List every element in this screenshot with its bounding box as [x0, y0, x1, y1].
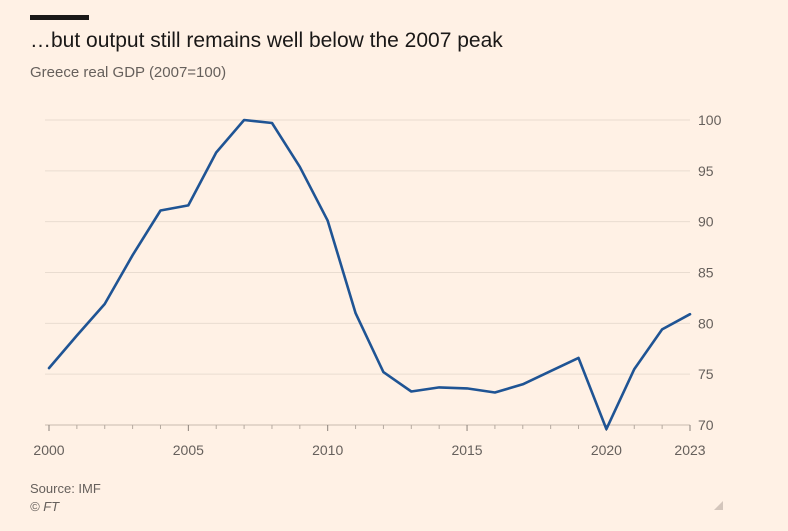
data-point-2000: [48, 367, 51, 370]
x-tick-label-2000: 2000: [33, 442, 64, 458]
data-point-2008: [271, 122, 274, 125]
data-point-2011: [354, 312, 357, 315]
y-axis: 70 75 80 85 90 95 100: [698, 112, 722, 433]
data-point-2018: [549, 370, 552, 373]
data-point-2014: [438, 386, 441, 389]
data-point-2010: [326, 219, 329, 222]
data-point-2001: [76, 334, 79, 337]
data-point-2002: [103, 303, 106, 306]
x-tick-label-2023: 2023: [674, 442, 705, 458]
data-point-2021: [633, 368, 636, 371]
data-point-2019: [577, 357, 580, 360]
source-note: Source: IMF: [30, 481, 101, 496]
data-point-2004: [159, 209, 162, 212]
data-point-2006: [215, 151, 218, 154]
chart-subtitle: Greece real GDP (2007=100): [30, 64, 227, 81]
data-point-2013: [410, 390, 413, 393]
resize-handle-icon: [714, 501, 723, 510]
x-tick-label-2010: 2010: [312, 442, 343, 458]
header-accent-bar: [30, 15, 89, 20]
data-point-2005: [187, 204, 190, 207]
series: [47, 118, 692, 431]
y-tick-label-95: 95: [698, 163, 714, 179]
data-point-2007: [243, 119, 246, 122]
x-tick-label-2005: 2005: [173, 442, 204, 458]
copyright-credit: © FT: [30, 499, 60, 514]
y-tick-label-85: 85: [698, 265, 714, 281]
data-point-2016: [494, 391, 497, 394]
data-point-2012: [382, 371, 385, 374]
data-point-2023: [689, 313, 692, 316]
data-point-2009: [299, 165, 302, 168]
x-axis: 2000 2005 2010 2015 2020 2023: [33, 424, 706, 458]
y-tick-label-70: 70: [698, 417, 714, 433]
y-tick-label-75: 75: [698, 366, 714, 382]
data-point-2015: [466, 387, 469, 390]
data-point-2003: [131, 254, 134, 257]
y-tick-label-100: 100: [698, 112, 722, 128]
gridlines: [45, 119, 690, 375]
y-tick-label-90: 90: [698, 214, 714, 230]
chart-title: …but output still remains well below the…: [30, 29, 503, 52]
series-line-0: [47, 118, 692, 431]
data-point-2020: [605, 428, 608, 431]
data-point-2022: [661, 328, 664, 331]
x-tick-label-2020: 2020: [591, 442, 622, 458]
data-point-2017: [521, 383, 524, 386]
y-tick-label-80: 80: [698, 315, 714, 331]
x-tick-label-2015: 2015: [451, 442, 482, 458]
